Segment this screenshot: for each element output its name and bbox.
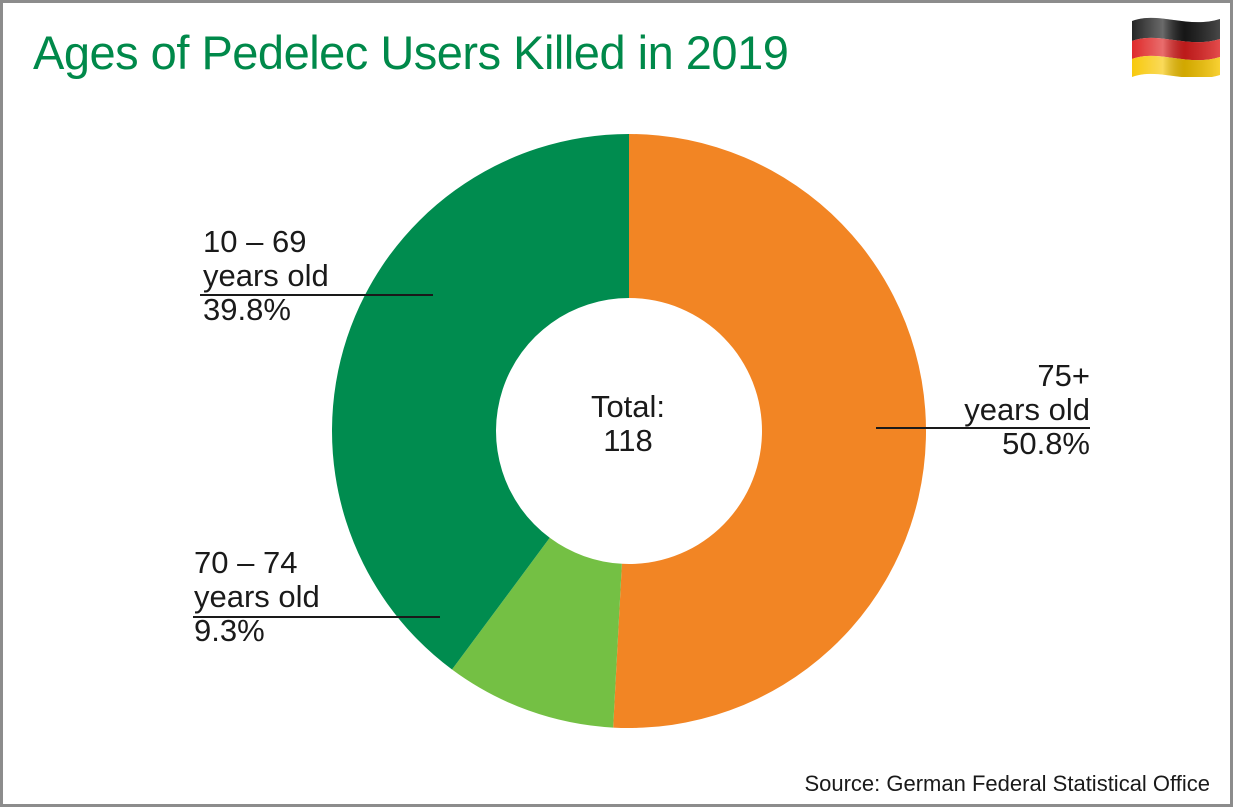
center-total-label: Total: 118 xyxy=(543,390,713,458)
label-mid: 70 – 74 years old 9.3% xyxy=(194,546,320,648)
center-total-caption: Total: xyxy=(590,389,666,424)
label-young: 10 – 69 years old 39.8% xyxy=(203,225,329,327)
label-young-unit: years old xyxy=(203,258,329,293)
chart-title: Ages of Pedelec Users Killed in 2019 xyxy=(33,26,789,79)
label-mid-unit: years old xyxy=(194,579,320,614)
label-young-range: 10 – 69 xyxy=(203,224,307,259)
label-older: 75+ years old 50.8% xyxy=(903,359,1090,461)
label-older-unit: years old xyxy=(964,392,1090,427)
slice-10-69 xyxy=(332,134,629,670)
slice-75-plus xyxy=(613,134,927,729)
label-older-pct: 50.8% xyxy=(1002,426,1090,461)
center-total-value: 118 xyxy=(603,423,653,458)
germany-flag-icon xyxy=(1132,17,1220,77)
label-young-pct: 39.8% xyxy=(203,292,291,327)
label-mid-pct: 9.3% xyxy=(194,613,265,648)
donut-chart xyxy=(193,134,1090,729)
label-mid-range: 70 – 74 xyxy=(194,545,298,580)
label-older-range: 75+ xyxy=(1037,358,1090,393)
source-note: Source: German Federal Statistical Offic… xyxy=(804,771,1210,796)
slice-70-74 xyxy=(452,537,622,728)
